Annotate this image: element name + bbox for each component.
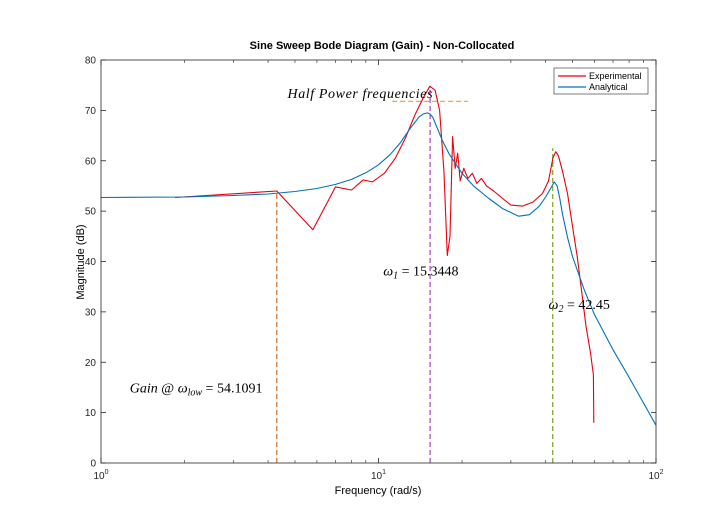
series-experimental-line <box>175 85 595 423</box>
y-tick-label: 80 <box>85 56 97 67</box>
legend: Experimental Analytical <box>553 67 649 95</box>
chart-title: Sine Sweep Bode Diagram (Gain) - Non-Col… <box>250 40 515 52</box>
y-tick-label: 40 <box>85 257 97 268</box>
legend-label-experimental: Experimental <box>589 71 642 81</box>
y-tick-label: 20 <box>85 358 97 369</box>
half-power-annotation: Half Power frequencies <box>287 87 434 102</box>
x-tick-label: 101 <box>371 469 386 482</box>
series-analytical-line <box>100 112 657 426</box>
y-tick-label: 50 <box>85 207 97 218</box>
gain-annotation: Gain @ ωlow = 54.1091 <box>130 381 263 398</box>
y-axis-label: Magnitude (dB) <box>75 224 87 299</box>
x-tick-label: 100 <box>93 469 108 482</box>
y-tick-label: 60 <box>85 156 97 167</box>
legend-box <box>553 67 649 95</box>
x-tick-label: 102 <box>648 469 663 482</box>
y-tick-label: 10 <box>85 408 97 419</box>
y-tick-label: 30 <box>85 307 97 318</box>
x-axis-label: Frequency (rad/s) <box>335 485 422 497</box>
omega-2-annotation: ω2 = 42.45 <box>549 298 610 315</box>
plot-area <box>101 60 656 463</box>
legend-label-analytical: Analytical <box>589 82 628 92</box>
y-tick-label: 70 <box>85 106 97 117</box>
omega-1-annotation: ω1 = 15.3448 <box>383 265 458 282</box>
y-tick-label: 0 <box>90 459 96 470</box>
